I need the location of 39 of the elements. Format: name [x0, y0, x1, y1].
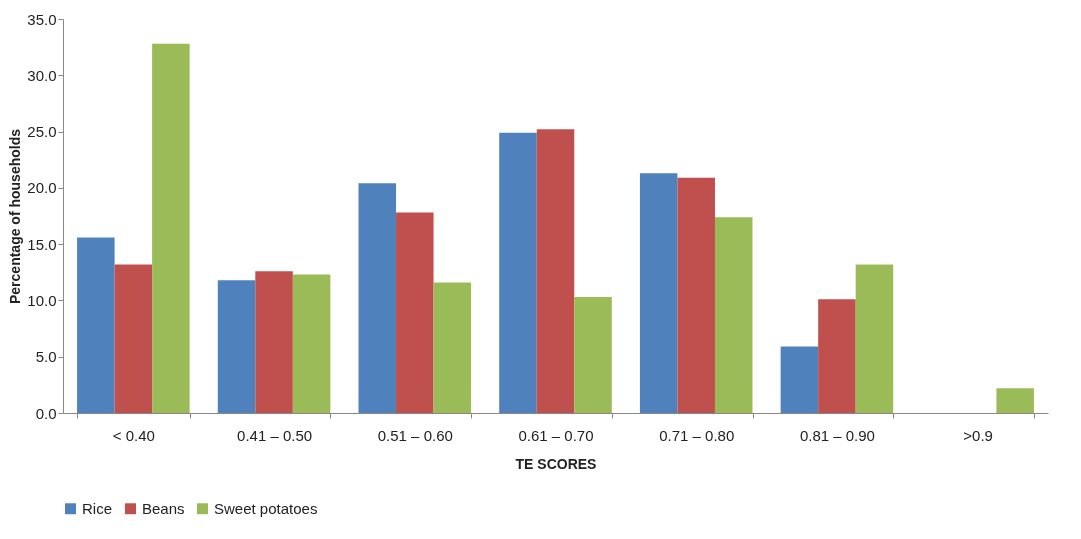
x-tick-label: 0.81 – 0.90 [799, 426, 875, 444]
y-axis-title: Percentage of households [7, 128, 24, 305]
x-tick-label: 0.61 – 0.70 [518, 426, 594, 444]
bar [292, 274, 331, 413]
bar [255, 271, 293, 413]
bar [996, 388, 1034, 413]
bar [639, 173, 678, 413]
legend-label: Sweet potatoes [214, 499, 318, 517]
x-tick-label: < 0.40 [112, 426, 155, 444]
legend-label: Rice [82, 499, 113, 517]
bar [780, 346, 819, 413]
bar [855, 264, 894, 413]
y-tick-label: 5.0 [35, 348, 57, 366]
bar [714, 217, 753, 413]
y-tick-label: 10.0 [27, 291, 57, 309]
x-tick-label: 0.51 – 0.60 [377, 426, 453, 444]
bar [536, 129, 575, 413]
y-tick-label: 15.0 [27, 235, 57, 253]
x-tick-label: 0.71 – 0.80 [659, 426, 735, 444]
bar [574, 297, 612, 413]
x-tick-label: 0.41 – 0.50 [237, 426, 313, 444]
y-tick-label: 35.0 [27, 10, 57, 28]
bar [77, 237, 115, 413]
legend-label: Beans [142, 499, 185, 517]
bar [358, 183, 397, 413]
bar [818, 299, 856, 413]
bar [677, 177, 715, 413]
x-tick-label: >0.9 [963, 426, 993, 444]
bar [499, 132, 537, 413]
y-tick-label: 20.0 [27, 179, 57, 197]
bar [433, 282, 472, 413]
bar [152, 43, 190, 413]
bar [396, 212, 434, 413]
x-axis-title: TE SCORES [515, 455, 597, 472]
y-tick-label: 25.0 [27, 123, 57, 141]
bar [217, 280, 256, 413]
y-tick-label: 30.0 [27, 66, 57, 84]
y-tick-label: 0.0 [35, 404, 57, 422]
bar [114, 264, 153, 413]
